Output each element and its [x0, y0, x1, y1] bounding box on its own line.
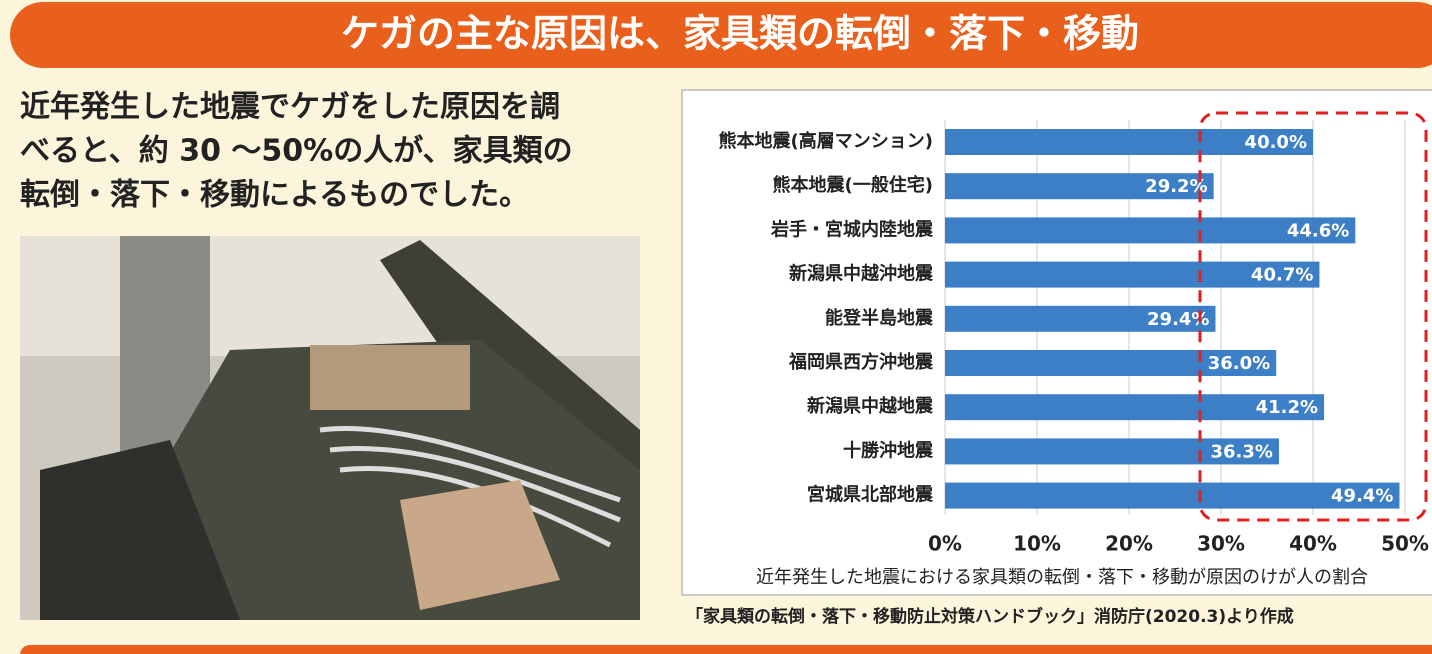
- y-tick-label: 福岡県西方沖地震: [788, 351, 934, 373]
- x-tick-label: 0%: [928, 532, 962, 556]
- intro-line: 近年発生した地震でケガをした原因を調: [20, 90, 560, 125]
- value-label: 29.2%: [1145, 176, 1207, 197]
- y-tick-label: 新潟県中越沖地震: [789, 263, 934, 285]
- value-label: 36.0%: [1208, 353, 1270, 374]
- value-label: 40.0%: [1245, 132, 1307, 153]
- x-tick-label: 30%: [1197, 532, 1245, 556]
- intro-line: 転倒・落下・移動によるものでした。: [20, 178, 529, 213]
- y-tick-label: 能登半島地震: [825, 307, 934, 329]
- y-tick-label: 熊本地震(一般住宅): [773, 174, 933, 196]
- value-label: 36.3%: [1211, 441, 1273, 462]
- value-label: 49.4%: [1331, 486, 1393, 507]
- bottom-banner: [20, 645, 1432, 654]
- page: {"header": {"title": "ケガの主な原因は、家具類の転倒・落下…: [0, 0, 1432, 654]
- x-tick-label: 20%: [1105, 532, 1153, 556]
- y-tick-label: 宮城県北部地震: [807, 484, 934, 506]
- photo: [20, 236, 640, 620]
- y-tick-label: 岩手・宮城内陸地震: [770, 218, 934, 240]
- value-label: 41.2%: [1256, 397, 1318, 418]
- value-label: 44.6%: [1287, 220, 1349, 241]
- x-tick-label: 10%: [1013, 532, 1061, 556]
- y-tick-label: 新潟県中越地震: [807, 395, 934, 417]
- y-tick-label: 十勝沖地震: [843, 439, 934, 461]
- value-label: 40.7%: [1251, 265, 1313, 286]
- source: 「家具類の転倒・落下・移動防止対策ハンドブック」消防庁(2020.3)より作成: [686, 606, 1294, 627]
- x-tick-label: 40%: [1289, 532, 1337, 556]
- infographic: ケガの主な原因は、家具類の転倒・落下・移動 近年発生した地震でケガをした原因を調…: [0, 0, 1432, 654]
- y-tick-label: 熊本地震(高層マンション): [719, 130, 933, 152]
- intro-line: べると、約 30 〜50%の人が、家具類の: [20, 134, 573, 169]
- chart-caption: 近年発生した地震における家具類の転倒・落下・移動が原因のけが人の割合: [756, 567, 1368, 588]
- title: ケガの主な原因は、家具類の転倒・落下・移動: [341, 12, 1139, 56]
- x-tick-label: 50%: [1381, 532, 1429, 556]
